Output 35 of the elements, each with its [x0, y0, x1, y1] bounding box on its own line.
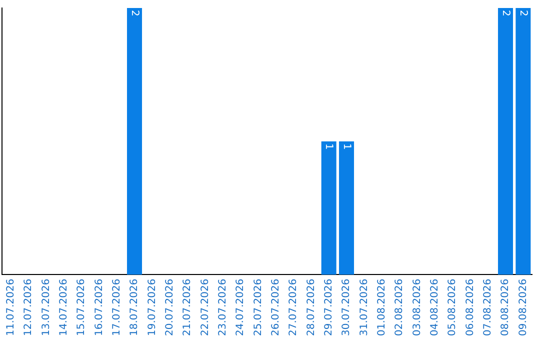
x-tick-label: 11.07.2026	[5, 278, 16, 336]
x-tick-label: 22.07.2026	[200, 278, 211, 336]
x-tick-label: 08.08.2026	[500, 278, 512, 336]
x-tick-label: 19.07.2026	[146, 278, 158, 336]
x-tick-label: 02.08.2026	[394, 278, 406, 336]
x-tick-label: 06.08.2026	[464, 278, 476, 336]
x-tick-label: 21.07.2026	[182, 278, 194, 336]
x-tick-label: 16.07.2026	[94, 278, 105, 336]
x-tick-label: 14.07.2026	[58, 278, 70, 336]
x-tick-label: 31.07.2026	[358, 278, 370, 336]
x-tick-label: 26.07.2026	[270, 278, 282, 336]
x-tick-label: 05.08.2026	[447, 278, 458, 336]
data-label: 1	[340, 143, 352, 150]
x-tick-label: 25.07.2026	[252, 278, 264, 336]
data-label: 2	[518, 10, 529, 16]
data-label: 2	[500, 10, 511, 16]
x-tick-label: 12.07.2026	[23, 278, 34, 336]
data-label: 1	[323, 143, 334, 150]
x-tick-label: 30.07.2026	[341, 278, 352, 336]
x-tick-label: 29.07.2026	[323, 278, 334, 336]
x-tick-label: 09.08.2026	[518, 278, 529, 336]
x-tick-label: 20.07.2026	[164, 278, 176, 336]
x-tick-label: 13.07.2026	[40, 278, 52, 336]
x-tick-label: 07.08.2026	[482, 278, 494, 336]
x-tick-label: 18.07.2026	[129, 278, 140, 336]
x-tick-label: 03.08.2026	[412, 278, 423, 336]
x-tick-label: 15.07.2026	[76, 278, 88, 336]
x-tick-label: 17.07.2026	[111, 278, 122, 336]
x-tick-label: 04.08.2026	[429, 278, 440, 336]
x-tick-label: 01.08.2026	[376, 278, 388, 336]
x-tick-label: 24.07.2026	[235, 278, 246, 336]
x-tick-label: 28.07.2026	[306, 278, 317, 336]
x-tick-label: 23.07.2026	[217, 278, 228, 336]
data-label: 2	[128, 10, 140, 16]
x-tick-label: 27.07.2026	[288, 278, 300, 336]
